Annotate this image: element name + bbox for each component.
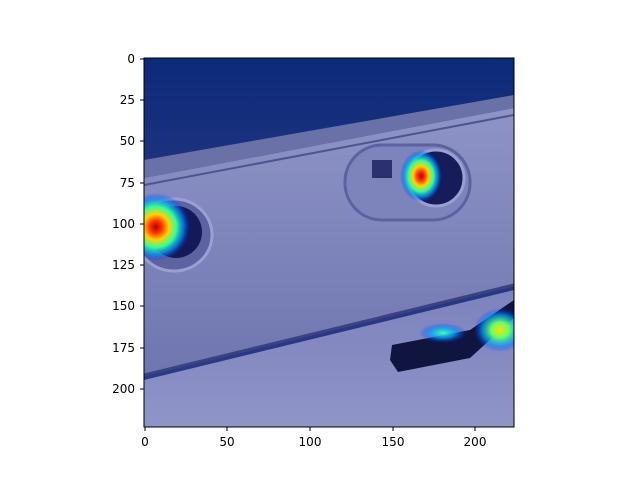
y-tick-label: 100: [112, 217, 135, 231]
y-tick-label: 125: [112, 258, 135, 272]
image-area: [144, 58, 514, 427]
y-tick-label: 0: [127, 52, 135, 66]
x-tick-label: 200: [464, 435, 487, 449]
y-tick-label: 25: [120, 93, 135, 107]
device-bottom-edge: [144, 283, 514, 377]
x-tick-label: 150: [382, 435, 405, 449]
y-tick-label: 50: [120, 134, 135, 148]
y-tick-label: 75: [120, 176, 135, 190]
hotspot-cable-mid: [419, 323, 467, 343]
hotspot-right-lens: [400, 150, 442, 202]
x-axis: 0 50 100 150 200: [141, 427, 486, 449]
y-tick-label: 150: [112, 299, 135, 313]
x-tick-label: 50: [219, 435, 234, 449]
y-tick-label: 200: [112, 382, 135, 396]
y-axis: 0 25 50 75 100 125 150 175 200: [112, 52, 144, 396]
hotspot-left: [144, 193, 190, 261]
x-tick-label: 0: [141, 435, 149, 449]
x-tick-label: 100: [299, 435, 322, 449]
device-groove: [144, 114, 514, 186]
floor-surface: [144, 290, 514, 427]
y-tick-label: 175: [112, 341, 135, 355]
hotspot-cable-right: [474, 308, 514, 352]
plot-frame: [143, 57, 515, 428]
device-top-edge: [144, 95, 514, 178]
heat-overlay: [144, 150, 514, 352]
